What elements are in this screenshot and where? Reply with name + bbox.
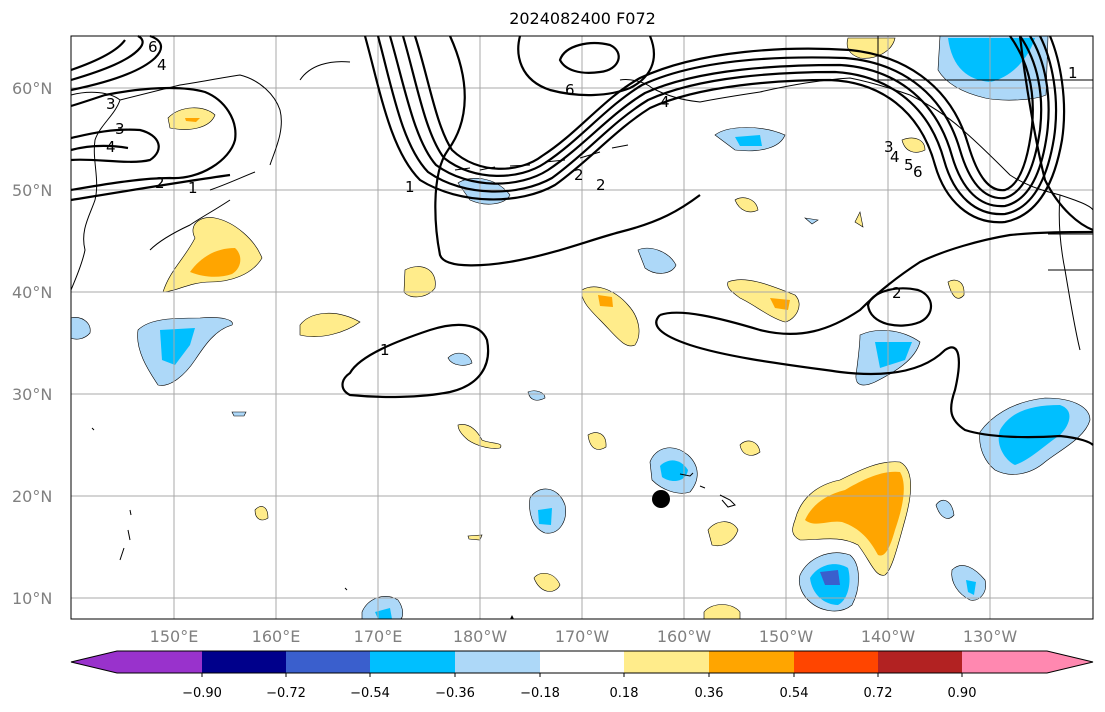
contour-label: 4: [890, 148, 900, 166]
colorbar-tick-label: −0.18: [520, 686, 560, 701]
contour-label: 6: [565, 81, 575, 99]
contour-label: 6: [913, 163, 923, 181]
latitude-labels: 10°N 20°N 30°N 40°N 50°N 60°N: [12, 79, 52, 608]
contour-lines: [70, 34, 1094, 446]
contour-label: 2: [892, 284, 902, 302]
longitude-labels: 150°E 160°E 170°E 180°W 170°W 160°W 150°…: [150, 627, 1018, 646]
lat-label: 10°N: [12, 589, 52, 608]
lon-label: 170°W: [555, 627, 610, 646]
colorbar-outline: [70, 650, 1094, 674]
colorbar-segment: [709, 651, 794, 673]
contour-label: 2: [574, 166, 584, 184]
contour-label: 4: [157, 56, 167, 74]
colorbar-segment: [286, 651, 370, 673]
lat-label: 60°N: [12, 79, 52, 98]
contour-label: 1: [188, 179, 198, 197]
lon-label: 140°W: [861, 627, 916, 646]
lon-label: 130°W: [963, 627, 1018, 646]
colorbar-tick-label: 0.18: [610, 686, 639, 701]
colorbar-tick-label: 0.54: [780, 686, 809, 701]
colorbar-tick-label: −0.54: [350, 686, 390, 701]
colorbar-segment: [455, 651, 540, 673]
contour-label-group: 6 4 3 3 4 2 1 6 4 2 2 1 1 2 3 4 5 6 1: [106, 38, 1078, 359]
colorbar-segment: [624, 651, 709, 673]
contour-label: 6: [148, 38, 158, 56]
graticule: [71, 36, 1093, 619]
contour-label: 3: [884, 138, 894, 156]
colorbar-segment: [117, 651, 202, 673]
colorbar-tick-label: 0.72: [864, 686, 893, 701]
contour-label: 2: [596, 176, 606, 194]
map-panel: 6 4 3 3 4 2 1 6 4 2 2 1 1 2 3 4 5 6 1: [70, 34, 1094, 620]
lon-label: 150°E: [150, 627, 199, 646]
contour-label: 1: [1068, 64, 1078, 82]
contour-label: 1: [405, 178, 415, 196]
colorbar-segment: [878, 651, 962, 673]
lon-label: 150°W: [759, 627, 814, 646]
colorbar-segment: [540, 651, 624, 673]
contour-label: 4: [106, 138, 116, 156]
colorbar-segment: [962, 651, 1047, 673]
map-title: 2024082400 F072: [509, 9, 656, 28]
coastlines: [70, 36, 1094, 591]
colorbar-tick-label: −0.36: [435, 686, 475, 701]
lat-label: 50°N: [12, 181, 52, 200]
contour-label: 3: [115, 120, 125, 138]
lon-label: 160°W: [657, 627, 712, 646]
colorbar-tick-label: −0.90: [182, 686, 222, 701]
lat-label: 30°N: [12, 385, 52, 404]
colorbar-segment: [370, 651, 455, 673]
colorbar-tick-label: −0.72: [266, 686, 306, 701]
colorbar-tick-label: 0.90: [948, 686, 977, 701]
lon-label: 170°E: [354, 627, 403, 646]
colorbar-segment: [794, 651, 878, 673]
colorbar: [70, 650, 1094, 677]
colorbar-labels: −0.90 −0.72 −0.54 −0.36 −0.18 0.18 0.36 …: [182, 686, 976, 701]
contour-label: 2: [155, 174, 165, 192]
colorbar-extend-low: [71, 651, 117, 673]
lat-label: 40°N: [12, 283, 52, 302]
colorbar-segment: [202, 651, 286, 673]
lat-label: 20°N: [12, 487, 52, 506]
contour-label: 5: [904, 156, 914, 174]
small-triangle-marker: [510, 615, 514, 619]
lon-label: 180°W: [453, 627, 508, 646]
contour-label: 3: [106, 95, 116, 113]
colorbar-extend-high: [1047, 651, 1093, 673]
storm-position-marker: [652, 490, 670, 508]
colorbar-tick-label: 0.36: [695, 686, 724, 701]
lon-label: 160°E: [252, 627, 301, 646]
contour-label: 4: [660, 93, 670, 111]
contour-label: 1: [380, 341, 390, 359]
map-frame: [70, 35, 1094, 620]
